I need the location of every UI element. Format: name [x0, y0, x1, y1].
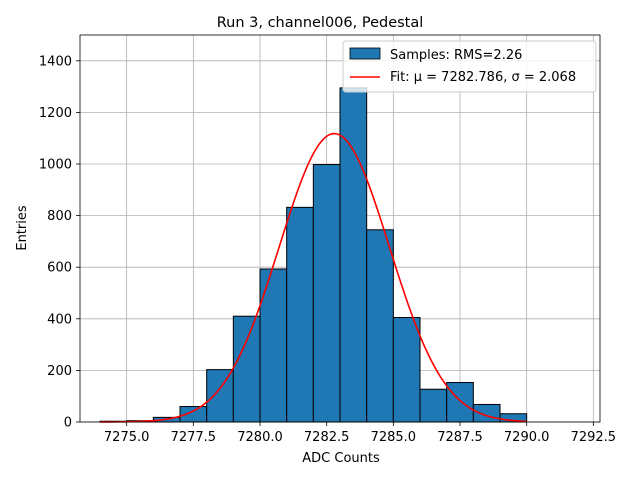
histogram-bar: [472, 403, 501, 423]
gaussian-fit-curve: [99, 132, 527, 423]
y-tick-label: 600: [47, 261, 72, 276]
legend: Samples: RMS=2.26 Fit: μ = 7282.786, σ =…: [342, 40, 597, 93]
x-tick-label: 7277.5: [171, 430, 217, 445]
histogram-bar: [312, 164, 341, 423]
x-tick-label: 7287.5: [437, 430, 483, 445]
legend-fit-label: Fit: μ = 7282.786, σ = 2.068: [390, 70, 576, 85]
plot-frame: [79, 34, 601, 423]
y-tick-label: 400: [47, 312, 72, 327]
y-tick-label: 1400: [39, 54, 72, 69]
histogram-bar: [339, 87, 368, 423]
x-tick-label: 7285.0: [371, 430, 417, 445]
x-tick-label: 7280.0: [237, 430, 283, 445]
y-tick-label: 800: [47, 209, 72, 224]
histogram-bar: [446, 382, 474, 423]
x-tick-label: 7282.5: [304, 430, 350, 445]
x-axis-ticks: 7275.0 7277.5 7280.0 7282.5 7285.0 7287.5 7290…: [104, 422, 616, 445]
x-axis-label: ADC Counts: [302, 451, 380, 466]
chart-title: Run 3, channel006, Pedestal: [217, 15, 424, 31]
histogram-bar: [392, 317, 421, 423]
x-tick-label: 7292.5: [571, 430, 617, 445]
x-tick-label: 7275.0: [104, 430, 150, 445]
y-axis-label: Entries: [15, 205, 30, 251]
legend-samples-swatch: [349, 47, 381, 60]
y-tick-label: 200: [47, 364, 72, 379]
y-tick-label: 1200: [39, 106, 72, 121]
histogram-bar: [419, 388, 448, 423]
histogram-bar: [366, 229, 394, 423]
y-tick-label: 0: [64, 416, 72, 431]
legend-samples-label: Samples: RMS=2.26: [390, 48, 522, 63]
histogram-bar: [286, 206, 314, 423]
legend-box: [342, 40, 597, 93]
x-tick-label: 7290.0: [504, 430, 550, 445]
y-tick-label: 1000: [39, 158, 72, 173]
histogram-bars: [99, 87, 528, 423]
histogram-bar: [206, 369, 234, 423]
y-axis-ticks: 0 200 400 600 800 1000 1200 1400: [39, 54, 80, 431]
histogram-bar: [232, 315, 261, 423]
